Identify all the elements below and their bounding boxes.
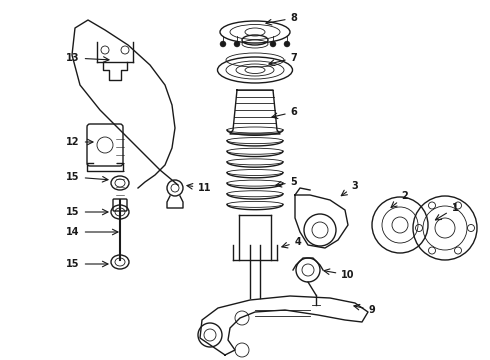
- Text: 13: 13: [66, 53, 109, 63]
- Text: 10: 10: [324, 269, 355, 280]
- Text: 6: 6: [272, 107, 297, 118]
- Text: 14: 14: [66, 227, 118, 237]
- Text: 8: 8: [266, 13, 297, 25]
- Text: 15: 15: [66, 207, 108, 217]
- Text: 4: 4: [282, 237, 301, 248]
- Text: 2: 2: [391, 191, 408, 207]
- Circle shape: [220, 41, 226, 47]
- Circle shape: [270, 41, 276, 47]
- Text: 5: 5: [276, 177, 297, 187]
- Text: 3: 3: [341, 181, 358, 196]
- Text: 15: 15: [66, 172, 108, 182]
- Text: 9: 9: [354, 305, 375, 315]
- Text: 1: 1: [436, 203, 458, 220]
- Text: 7: 7: [269, 53, 297, 66]
- Circle shape: [234, 41, 240, 47]
- Circle shape: [284, 41, 290, 47]
- Text: 15: 15: [66, 259, 108, 269]
- Text: 11: 11: [187, 183, 212, 193]
- Text: 12: 12: [66, 137, 93, 147]
